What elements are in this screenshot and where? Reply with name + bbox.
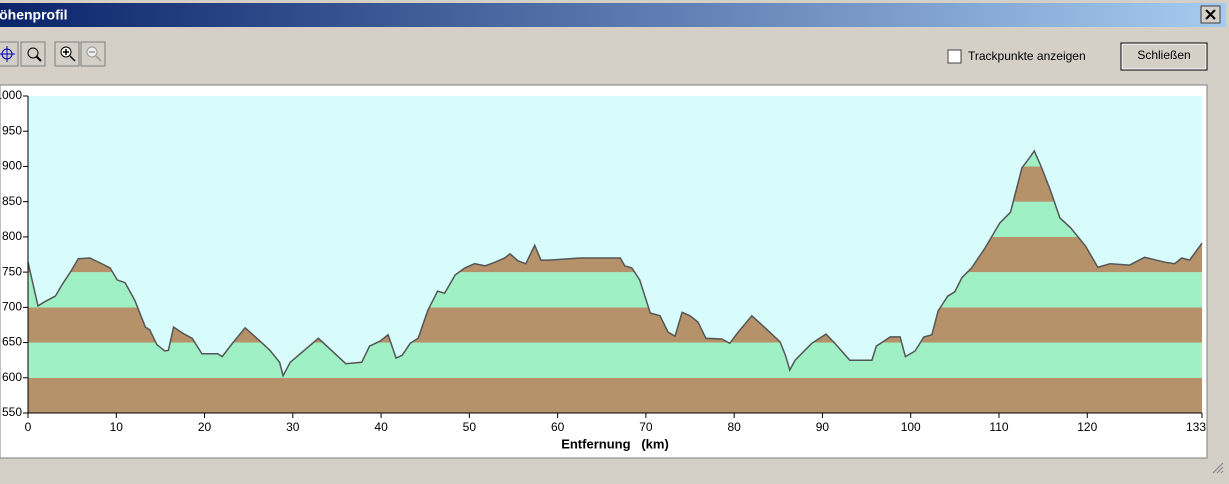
zoom-in-tool[interactable] (54, 41, 80, 67)
chart: 550 600 650 700 750 800 850 900 950 1000 0 10 20 30 40… (0, 88, 1206, 434)
y-tick-label: 750 (2, 264, 22, 278)
y-tick-label: 900 (2, 159, 22, 173)
x-tick-label: 0 (25, 420, 32, 434)
elevation-band (28, 377, 1202, 413)
checkbox-label[interactable]: Trackpunkte anzeigen (968, 49, 1086, 63)
y-tick-label: 950 (2, 123, 22, 137)
y-tick-label: 650 (2, 335, 22, 349)
x-tick-label: 100 (901, 420, 921, 434)
y-tick-label: 700 (2, 300, 22, 314)
close-dialog-button[interactable]: Schließen (1120, 42, 1208, 71)
y-tick-label: 850 (2, 194, 22, 208)
x-tick-label: 60 (551, 420, 565, 434)
y-tick-label: 550 (2, 405, 22, 419)
toolbar (0, 41, 106, 67)
crosshair-tool[interactable] (0, 41, 19, 67)
zoom-window-tool[interactable] (20, 41, 46, 67)
x-tick-label: 110 (989, 420, 1008, 434)
x-tick-label: 50 (463, 420, 477, 434)
button-label[interactable]: Schließen (1137, 48, 1190, 62)
x-tick-label: 133 (1186, 420, 1206, 434)
y-tick-label: 1000 (0, 88, 22, 102)
y-tick-label: 600 (2, 370, 22, 384)
x-tick-label: 40 (374, 420, 388, 434)
title-bar (0, 3, 1226, 27)
elevation-line (27, 149, 1203, 378)
y-tick-label: 800 (2, 229, 22, 243)
x-tick-label: 80 (727, 420, 741, 434)
x-tick-label: 30 (286, 420, 300, 434)
x-axis-label: Entfernung (km) (561, 436, 669, 451)
resize-grip (1212, 462, 1224, 474)
x-tick-label: 70 (639, 420, 653, 434)
zoom-out-tool[interactable] (80, 41, 106, 67)
x-tick-label: 10 (110, 420, 124, 434)
checkbox[interactable] (947, 49, 962, 64)
x-tick-label: 90 (816, 420, 830, 434)
close-button[interactable] (1200, 5, 1221, 24)
x-tick-label: 20 (198, 420, 212, 434)
x-tick-label: 120 (1077, 420, 1097, 434)
window-title: Höhenprofil (0, 7, 68, 23)
